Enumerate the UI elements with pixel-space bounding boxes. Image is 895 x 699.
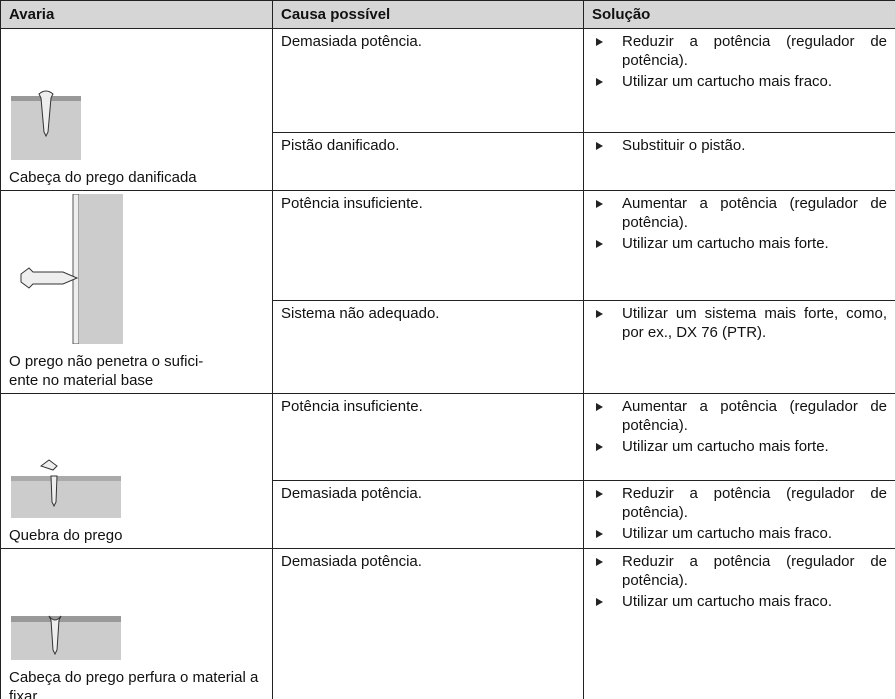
solution-item: Utilizar um cartucho mais forte. [592, 437, 887, 456]
header-cell: Avaria [0, 0, 273, 29]
solution-item: Reduzir a potência (regulador de potênci… [592, 552, 887, 590]
solution-list: Substituir o pistão. [592, 136, 887, 155]
failure-illustration [11, 615, 121, 660]
solution-item: Aumentar a potência (regulador de potênc… [592, 194, 887, 232]
solution-list: Aumentar a potência (regulador de potênc… [592, 397, 887, 456]
solution-cell: Aumentar a potência (regulador de potênc… [583, 393, 895, 481]
solution-item: Reduzir a potência (regulador de potênci… [592, 32, 887, 70]
failure-cell: Quebra do prego [0, 393, 273, 549]
solution-cell: Reduzir a potência (regulador de potênci… [583, 28, 895, 133]
solution-item: Substituir o pistão. [592, 136, 887, 155]
table-row: Cabeça do prego perfura o material a fix… [0, 548, 895, 699]
cause-cell: Demasiada potência. [272, 548, 584, 699]
failure-label: Quebra do prego [9, 527, 123, 544]
table-row: O prego não penetra o sufici- ente no ma… [0, 189, 895, 394]
solution-list: Utilizar um sistema mais forte, como, po… [592, 304, 887, 342]
cause-cell: Demasiada potência. [272, 28, 584, 133]
cause-cell: Potência insuficiente. [272, 189, 584, 302]
solution-cell: Reduzir a potência (regulador de potênci… [583, 480, 895, 549]
solution-item: Utilizar um sistema mais forte, como, po… [592, 304, 887, 342]
failure-label: O prego não penetra o sufici- ente no ma… [9, 353, 204, 389]
failure-cell: Cabeça do prego perfura o material a fix… [0, 548, 273, 699]
solution-item: Reduzir a potência (regulador de potênci… [592, 484, 887, 522]
solution-cell: Utilizar um sistema mais forte, como, po… [583, 300, 895, 394]
failure-cell: Cabeça do prego danificada [0, 28, 273, 191]
table-body: Cabeça do prego danificada Demasiada potê… [0, 28, 895, 699]
cause-cell: Pistão danificado. [272, 132, 584, 191]
header-row: Avaria Causa possível Solução [0, 0, 895, 29]
solution-list: Reduzir a potência (regulador de potênci… [592, 484, 887, 543]
failure-illustration [20, 194, 123, 344]
header-cell: Solução [583, 0, 895, 29]
solution-item: Utilizar um cartucho mais fraco. [592, 72, 887, 91]
failure-cell: O prego não penetra o sufici- ente no ma… [0, 190, 273, 394]
solution-cell: Aumentar a potência (regulador de potênc… [583, 189, 895, 302]
solution-item: Utilizar um cartucho mais forte. [592, 234, 887, 253]
failure-label: Cabeça do prego danificada [9, 169, 197, 186]
solution-item: Aumentar a potência (regulador de potênc… [592, 397, 887, 435]
failure-illustration [11, 459, 121, 518]
cause-cell: Potência insuficiente. [272, 393, 584, 481]
solution-item: Utilizar um cartucho mais fraco. [592, 592, 887, 611]
solution-list: Reduzir a potência (regulador de potênci… [592, 32, 887, 91]
table-row: Sistema não adequado. Utilizar um sistema… [1, 300, 895, 394]
solution-cell: Substituir o pistão. [583, 132, 895, 191]
solution-cell: Reduzir a potência (regulador de potênci… [583, 548, 895, 699]
solution-list: Aumentar a potência (regulador de potênc… [592, 194, 887, 253]
header-cell: Causa possível [272, 0, 584, 29]
solution-list: Reduzir a potência (regulador de potênci… [592, 552, 887, 611]
solution-item: Utilizar um cartucho mais fraco. [592, 524, 887, 543]
failure-illustration [11, 90, 81, 160]
cause-cell: Sistema não adequado. [272, 300, 584, 394]
table-row: Quebra do prego Potência insuficiente. Aum… [0, 393, 895, 549]
failure-label: Cabeça do prego perfura o material a fix… [9, 669, 259, 699]
cause-cell: Demasiada potência. [272, 480, 584, 549]
table-row: Cabeça do prego danificada Demasiada potê… [0, 28, 895, 191]
